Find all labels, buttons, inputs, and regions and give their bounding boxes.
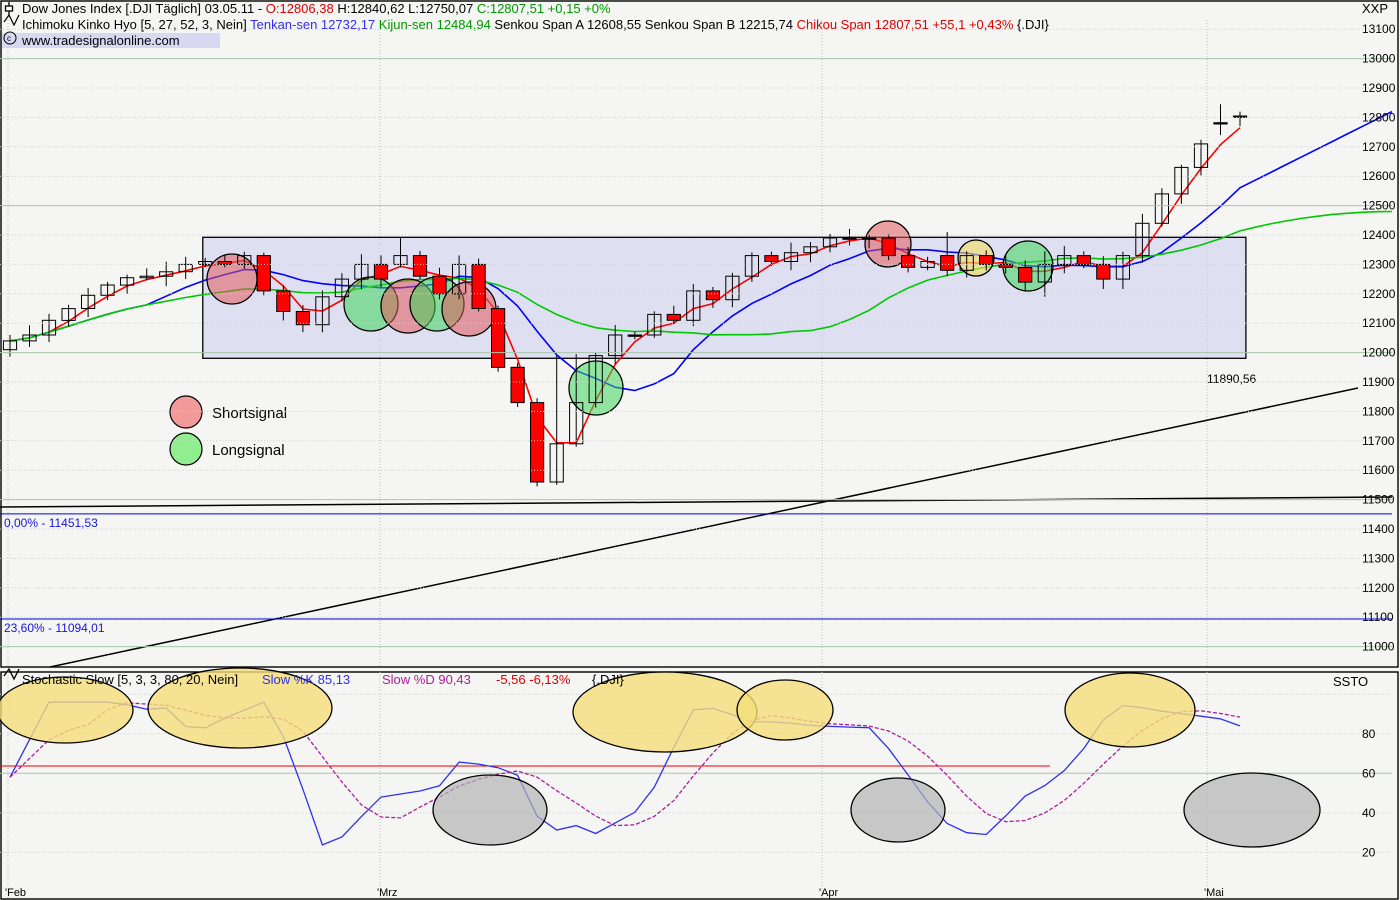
- svg-text:60: 60: [1362, 767, 1376, 781]
- svg-text:Slow %K 85,13: Slow %K 85,13: [262, 672, 350, 687]
- svg-text:11800: 11800: [1362, 404, 1395, 418]
- svg-text:Slow %D 90,43: Slow %D 90,43: [382, 672, 471, 687]
- svg-text:'Apr: 'Apr: [819, 887, 839, 899]
- svg-text:11000: 11000: [1362, 640, 1395, 654]
- svg-text:11900: 11900: [1362, 375, 1395, 389]
- svg-text:12300: 12300: [1362, 257, 1396, 271]
- svg-text:11600: 11600: [1362, 463, 1395, 477]
- svg-text:11700: 11700: [1362, 434, 1395, 448]
- svg-text:Stochastic Slow [5, 3, 3, 80,: Stochastic Slow [5, 3, 3, 80, 20, Nein]: [22, 672, 238, 687]
- svg-text:12000: 12000: [1362, 346, 1396, 360]
- svg-text:SSTO: SSTO: [1333, 674, 1368, 689]
- svg-text:12600: 12600: [1362, 169, 1396, 183]
- svg-text:'Feb: 'Feb: [5, 887, 26, 899]
- svg-text:12700: 12700: [1362, 140, 1396, 154]
- svg-text:XXP: XXP: [1362, 1, 1388, 16]
- svg-text:'Mai: 'Mai: [1204, 887, 1224, 899]
- svg-text:13100: 13100: [1362, 22, 1396, 36]
- svg-text:12100: 12100: [1362, 316, 1396, 330]
- svg-text:80: 80: [1362, 727, 1376, 741]
- svg-text:11300: 11300: [1362, 551, 1395, 565]
- svg-text:13000: 13000: [1362, 52, 1396, 66]
- svg-text:Longsignal: Longsignal: [212, 442, 285, 459]
- svg-text:Shortsignal: Shortsignal: [212, 405, 287, 422]
- svg-text:Dow Jones Index [.DJI Täglich: Dow Jones Index [.DJI Täglich] 03.05.11 …: [22, 1, 611, 16]
- svg-text:12800: 12800: [1362, 110, 1396, 124]
- svg-text:11200: 11200: [1362, 581, 1395, 595]
- svg-text:12200: 12200: [1362, 287, 1396, 301]
- svg-text:11890,56: 11890,56: [1207, 372, 1256, 386]
- svg-text:40: 40: [1362, 806, 1376, 820]
- svg-text:12900: 12900: [1362, 81, 1396, 95]
- svg-text:c: c: [7, 34, 11, 43]
- svg-text:Ichimoku Kinko Hyo [5, 27, 52,: Ichimoku Kinko Hyo [5, 27, 52, 3, Nein] …: [22, 17, 1049, 32]
- svg-text:11100: 11100: [1362, 610, 1394, 624]
- svg-text:20: 20: [1362, 846, 1376, 860]
- svg-text:'Mrz: 'Mrz: [377, 887, 397, 899]
- svg-text:0,00% - 11451,53: 0,00% - 11451,53: [4, 516, 98, 530]
- svg-text:-5,56 -6,13%: -5,56 -6,13%: [496, 672, 571, 687]
- svg-text:12400: 12400: [1362, 228, 1396, 242]
- svg-text:{.DJI}: {.DJI}: [592, 672, 624, 687]
- svg-text:11500: 11500: [1362, 493, 1395, 507]
- svg-text:12500: 12500: [1362, 199, 1396, 213]
- svg-text:www.tradesignalonline.com: www.tradesignalonline.com: [21, 33, 180, 48]
- svg-text:11400: 11400: [1362, 522, 1395, 536]
- svg-text:23,60% - 11094,01: 23,60% - 11094,01: [4, 621, 105, 635]
